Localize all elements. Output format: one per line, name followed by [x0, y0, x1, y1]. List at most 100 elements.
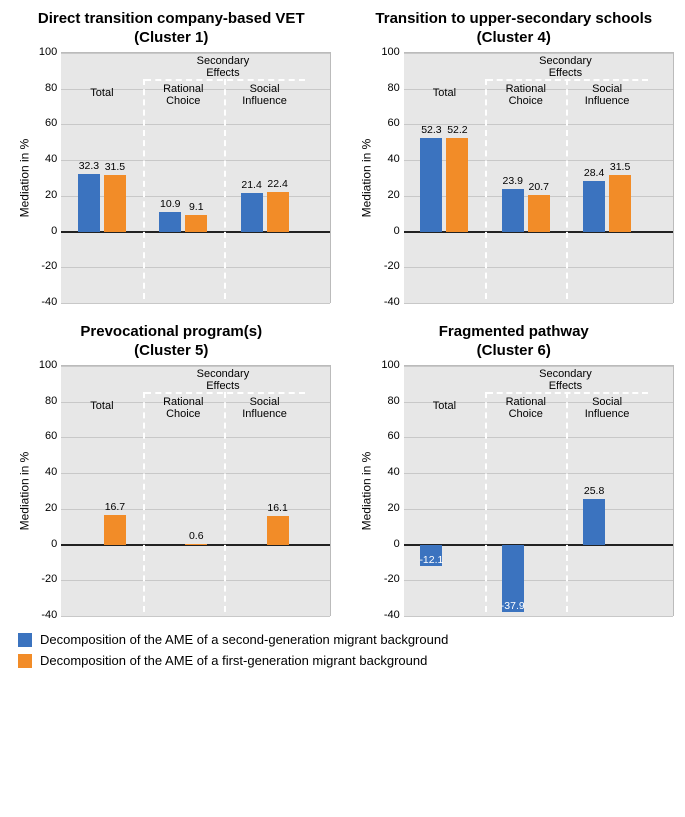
- zero-line: [404, 544, 673, 546]
- group-label: Total: [404, 87, 485, 99]
- group-label: Total: [404, 400, 485, 412]
- y-axis-label-container: Mediation in %: [354, 52, 380, 303]
- bar-value-label: 9.1: [180, 201, 212, 213]
- bar-value-label: 52.2: [441, 124, 473, 136]
- gridline: [61, 267, 330, 268]
- bar-first-gen: 16.1: [267, 516, 289, 545]
- gridline: [404, 473, 673, 474]
- section-divider: [143, 392, 145, 612]
- bar-second-gen: 23.9: [502, 189, 524, 232]
- y-axis-label: Mediation in %: [360, 451, 374, 530]
- legend-label-second-gen: Decomposition of the AME of a second-gen…: [40, 632, 448, 647]
- gridline: [404, 437, 673, 438]
- section-divider: [224, 392, 226, 612]
- group-label: SocialInfluence: [224, 83, 305, 107]
- gridline: [404, 509, 673, 510]
- secondary-effects-label: SecondaryEffects: [145, 55, 302, 79]
- section-divider: [224, 79, 226, 299]
- legend-item-second-gen: Decomposition of the AME of a second-gen…: [18, 632, 667, 647]
- gridline: [61, 437, 330, 438]
- bar-second-gen: 32.3: [78, 174, 100, 232]
- gridline: [61, 53, 330, 54]
- gridline: [404, 580, 673, 581]
- panel-title: Prevocational program(s)(Cluster 5): [80, 323, 262, 361]
- y-axis-ticks: 100806040200-20-40: [37, 365, 61, 615]
- bar-first-gen: 31.5: [609, 175, 631, 231]
- y-axis-label-container: Mediation in %: [354, 365, 380, 616]
- y-axis-label: Mediation in %: [17, 138, 31, 217]
- gridline: [61, 473, 330, 474]
- gridline: [404, 303, 673, 304]
- bar-value-label: -37.9: [497, 600, 529, 612]
- group-label: SocialInfluence: [566, 83, 647, 107]
- bar-first-gen: 16.7: [104, 515, 126, 545]
- gridline: [61, 616, 330, 617]
- gridline: [61, 303, 330, 304]
- legend: Decomposition of the AME of a second-gen…: [10, 632, 675, 668]
- secondary-effects-label: SecondaryEffects: [487, 55, 644, 79]
- legend-swatch-second-gen: [18, 633, 32, 647]
- bar-first-gen: 22.4: [267, 192, 289, 232]
- chart-panel: Fragmented pathway(Cluster 6) Mediation i…: [353, 323, 676, 616]
- group-label: RationalChoice: [485, 83, 566, 107]
- y-axis-label-container: Mediation in %: [11, 52, 37, 303]
- bar-first-gen: 31.5: [104, 175, 126, 231]
- gridline: [404, 616, 673, 617]
- bar-value-label: 16.7: [99, 501, 131, 513]
- chart-panel: Transition to upper-secondary schools(Cl…: [353, 10, 676, 303]
- plot-area: SecondaryEffectsTotalRationalChoiceSocia…: [61, 52, 331, 303]
- bar-first-gen: 9.1: [185, 215, 207, 231]
- bar-first-gen: 52.2: [446, 138, 468, 231]
- chart-panel: Direct transition company-based VET(Clus…: [10, 10, 333, 303]
- section-divider: [485, 79, 487, 299]
- gridline: [404, 366, 673, 367]
- gridline: [61, 124, 330, 125]
- plot-area: SecondaryEffectsTotalRationalChoiceSocia…: [404, 52, 674, 303]
- bar-second-gen: 10.9: [159, 212, 181, 231]
- secondary-effects-label: SecondaryEffects: [487, 368, 644, 392]
- bar-first-gen: 0.6: [185, 544, 207, 545]
- bar-value-label: 31.5: [99, 161, 131, 173]
- bar-value-label: -12.1: [415, 554, 447, 566]
- gridline: [61, 366, 330, 367]
- bar-value-label: 25.8: [578, 485, 610, 497]
- bar-second-gen: 28.4: [583, 181, 605, 232]
- gridline: [404, 53, 673, 54]
- bar-value-label: 16.1: [262, 502, 294, 514]
- group-label: SocialInfluence: [224, 396, 305, 420]
- legend-swatch-first-gen: [18, 654, 32, 668]
- bar-second-gen: 52.3: [420, 138, 442, 231]
- bar-second-gen: 25.8: [583, 499, 605, 545]
- bar-value-label: 20.7: [523, 181, 555, 193]
- section-divider: [566, 79, 568, 299]
- bar-second-gen: 21.4: [241, 193, 263, 231]
- gridline: [61, 196, 330, 197]
- plot-area: SecondaryEffectsTotalRationalChoiceSocia…: [61, 365, 331, 616]
- bar-value-label: 0.6: [180, 530, 212, 542]
- y-axis-ticks: 100806040200-20-40: [380, 52, 404, 302]
- bar-second-gen: -37.9: [502, 545, 524, 613]
- group-label: Total: [61, 87, 142, 99]
- gridline: [61, 580, 330, 581]
- bar-value-label: 31.5: [604, 161, 636, 173]
- group-label: RationalChoice: [485, 396, 566, 420]
- y-axis-label-container: Mediation in %: [11, 365, 37, 616]
- group-label: RationalChoice: [143, 83, 224, 107]
- y-axis-ticks: 100806040200-20-40: [380, 365, 404, 615]
- group-label: RationalChoice: [143, 396, 224, 420]
- legend-item-first-gen: Decomposition of the AME of a first-gene…: [18, 653, 667, 668]
- secondary-effects-label: SecondaryEffects: [145, 368, 302, 392]
- legend-label-first-gen: Decomposition of the AME of a first-gene…: [40, 653, 427, 668]
- panel-title: Fragmented pathway(Cluster 6): [439, 323, 589, 361]
- plot-area: SecondaryEffectsTotalRationalChoiceSocia…: [404, 365, 674, 616]
- panel-title: Transition to upper-secondary schools(Cl…: [375, 10, 652, 48]
- y-axis-label: Mediation in %: [17, 451, 31, 530]
- bar-value-label: 22.4: [262, 178, 294, 190]
- section-divider: [566, 392, 568, 612]
- panel-title: Direct transition company-based VET(Clus…: [38, 10, 305, 48]
- y-axis-label: Mediation in %: [360, 138, 374, 217]
- chart-panel: Prevocational program(s)(Cluster 5) Media…: [10, 323, 333, 616]
- y-axis-ticks: 100806040200-20-40: [37, 52, 61, 302]
- bar-first-gen: 20.7: [528, 195, 550, 232]
- section-divider: [143, 79, 145, 299]
